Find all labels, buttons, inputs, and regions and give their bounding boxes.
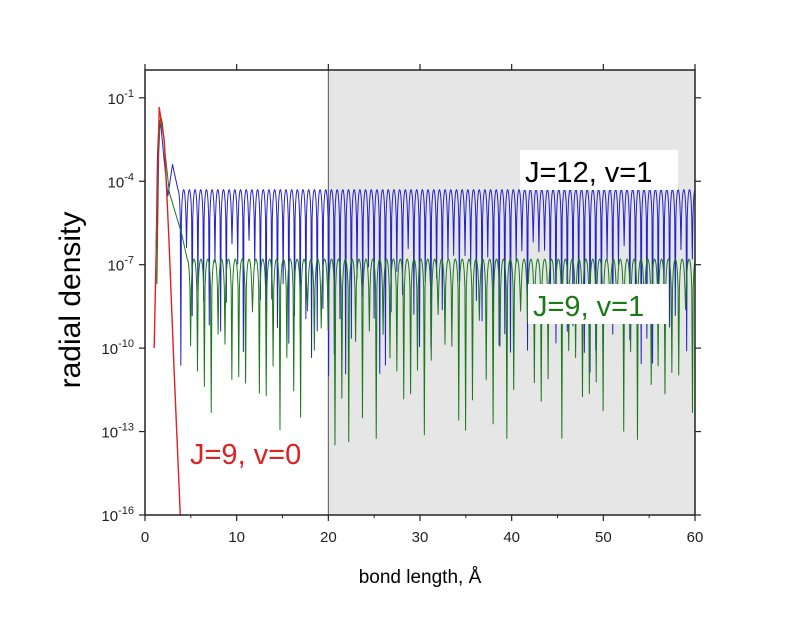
annotation-bg-j9-v1 <box>528 284 668 324</box>
x-tick-label: 60 <box>687 529 704 546</box>
x-tick-label: 50 <box>595 529 612 546</box>
x-axis-label: bond length, Å <box>359 567 482 588</box>
annotation-bg-j9-v0 <box>186 434 318 474</box>
annotation-j12-v1: J=12, v=1 <box>525 157 652 189</box>
x-tick-label: 10 <box>228 529 245 546</box>
x-tick-label: 40 <box>503 529 520 546</box>
y-tick-label: 10-4 <box>108 171 134 191</box>
y-tick-label: 10-16 <box>101 505 134 525</box>
x-tick-label: 20 <box>320 529 337 546</box>
ticks-layer: 0 10 20 30 40 50 60 10-1 10-4 10-7 10-10 10-13 10-16 <box>101 64 703 546</box>
y-tick-label: 10-10 <box>101 338 134 358</box>
x-tick-label: 30 <box>412 529 429 546</box>
annotation-j9-v0: J=9, v=0 <box>190 439 301 471</box>
annotation-j9-v1: J=9, v=1 <box>533 291 644 323</box>
series-line-j-9-v-0 <box>153 106 181 515</box>
y-tick-label: 10-13 <box>101 422 134 442</box>
x-tick-label: 0 <box>141 529 149 546</box>
y-tick-label: 10-7 <box>108 255 134 275</box>
annotation-bg-j12-v1 <box>520 150 678 190</box>
y-tick-label: 10-1 <box>108 88 134 108</box>
y-axis-label: radial density <box>54 212 87 389</box>
